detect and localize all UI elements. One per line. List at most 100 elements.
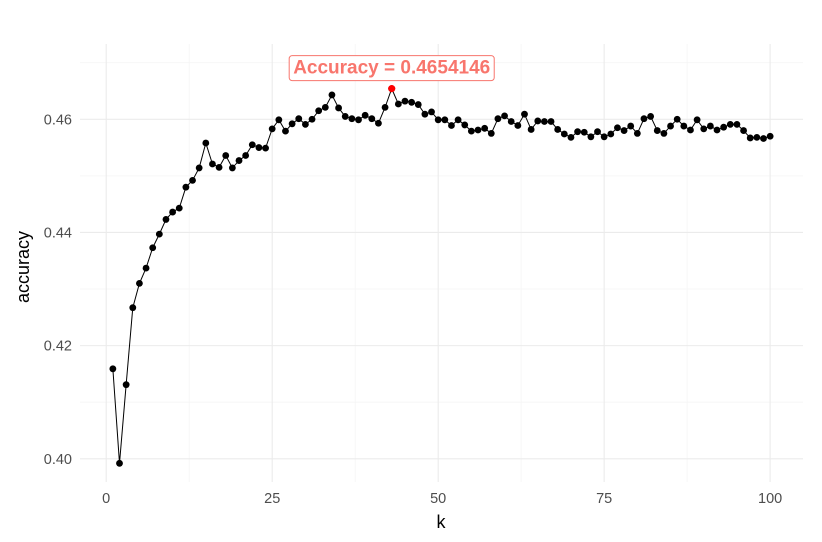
data-point <box>521 110 528 118</box>
data-point <box>142 264 150 272</box>
data-point <box>381 103 389 111</box>
data-point <box>633 130 641 137</box>
data-point <box>189 176 196 184</box>
data-point <box>494 115 502 123</box>
data-point <box>155 230 163 238</box>
data-point <box>182 183 190 191</box>
data-point <box>421 110 429 118</box>
y-tick-label: 0.44 <box>44 225 72 241</box>
data-point <box>361 111 369 119</box>
data-point <box>116 459 123 467</box>
data-point <box>295 115 303 123</box>
y-axis-title: accuracy <box>13 231 33 303</box>
data-point <box>574 128 581 136</box>
data-point <box>255 144 263 151</box>
data-point <box>740 127 747 134</box>
data-point <box>434 116 442 124</box>
data-point <box>401 97 409 105</box>
x-tick-label: 0 <box>102 491 110 507</box>
data-point <box>534 117 542 125</box>
data-point <box>302 120 309 128</box>
data-point <box>282 127 289 135</box>
data-point <box>414 101 422 108</box>
data-point <box>341 113 349 120</box>
y-tick-label: 0.42 <box>44 339 72 355</box>
data-point <box>136 279 143 287</box>
data-point <box>175 204 183 212</box>
data-point <box>242 152 250 159</box>
data-point <box>760 135 767 142</box>
data-point <box>109 365 117 373</box>
y-axis-tick-labels: 0.40 0.42 0.44 0.46 <box>44 112 72 468</box>
data-point <box>228 164 236 172</box>
data-point <box>315 107 323 115</box>
data-point <box>647 113 655 120</box>
data-point <box>215 163 223 171</box>
data-point <box>328 91 336 99</box>
data-point <box>454 116 462 124</box>
data-point <box>587 133 595 141</box>
data-point <box>235 157 243 164</box>
x-axis-tick-labels: 0 25 50 75 100 <box>102 491 782 507</box>
data-point <box>680 122 688 130</box>
data-point <box>746 134 754 142</box>
max-accuracy-annotation: Accuracy = 0.4654146 <box>288 55 495 82</box>
data-point <box>288 120 296 128</box>
data-point <box>547 118 555 125</box>
data-point <box>268 125 276 133</box>
data-point <box>209 160 216 168</box>
data-point <box>706 122 714 130</box>
data-point <box>660 130 668 137</box>
data-point <box>594 128 601 136</box>
data-point <box>567 133 575 141</box>
minor-gridlines <box>80 44 803 482</box>
data-point <box>614 124 621 132</box>
data-point <box>355 116 362 124</box>
data-point <box>554 126 562 133</box>
data-point <box>448 122 455 129</box>
data-point <box>195 164 203 172</box>
data-point <box>580 128 588 136</box>
data-point <box>461 121 469 129</box>
data-point <box>467 127 475 135</box>
data-point <box>667 122 674 130</box>
data-point <box>620 127 628 134</box>
data-point <box>149 244 157 252</box>
data-point <box>487 130 495 137</box>
data-point <box>600 133 608 141</box>
data-point <box>481 124 489 132</box>
data-point <box>713 126 721 134</box>
data-point <box>262 144 269 152</box>
data-point <box>607 130 615 138</box>
annotation-label: Accuracy = 0.4654146 <box>293 58 490 79</box>
data-point <box>275 116 283 124</box>
data-point <box>733 120 741 128</box>
data-point <box>335 104 342 112</box>
x-tick-label: 50 <box>430 491 446 507</box>
data-point <box>368 115 376 123</box>
data-point <box>222 152 230 159</box>
data-point <box>129 304 137 312</box>
data-point <box>753 133 761 141</box>
data-point <box>308 115 316 123</box>
y-tick-label: 0.46 <box>44 112 72 128</box>
y-tick-label: 0.40 <box>44 452 72 468</box>
data-point <box>627 122 635 130</box>
data-point <box>640 115 648 123</box>
data-point <box>700 125 708 133</box>
data-point <box>560 130 568 138</box>
data-point <box>507 118 515 125</box>
data-point <box>375 119 382 127</box>
data-point <box>321 103 329 111</box>
data-point <box>202 139 210 147</box>
x-tick-label: 100 <box>758 491 782 507</box>
data-point <box>441 116 449 124</box>
data-point <box>687 126 694 134</box>
x-tick-label: 25 <box>264 491 280 507</box>
x-tick-label: 75 <box>596 491 612 507</box>
data-point <box>162 216 170 223</box>
data-point <box>720 123 728 131</box>
data-point <box>248 141 256 149</box>
